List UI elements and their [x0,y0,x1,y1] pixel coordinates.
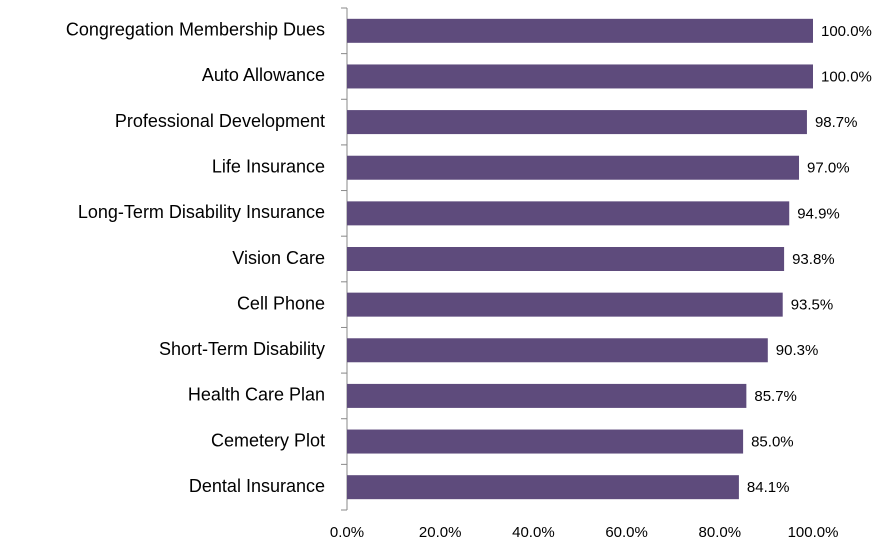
y-tick-label: Auto Allowance [202,65,325,85]
value-label: 97.0% [807,160,850,177]
value-label: 85.0% [751,434,794,451]
bar [347,429,744,454]
y-tick-label: Cemetery Plot [211,430,325,450]
value-label: 100.0% [821,23,872,40]
y-tick-label: Life Insurance [212,156,325,176]
value-label: 90.3% [776,342,819,359]
bar [347,475,739,500]
bar [347,201,790,226]
y-tick-label: Health Care Plan [188,385,325,405]
x-tick-label: 40.0% [512,524,555,541]
x-tick-label: 80.0% [699,524,742,541]
value-label: 84.1% [747,479,790,496]
y-tick-label: Dental Insurance [189,476,325,496]
value-label: 94.9% [797,205,840,222]
value-label: 93.8% [792,251,835,268]
value-label: 98.7% [815,114,858,131]
bar [347,64,813,89]
bar [347,383,747,408]
y-tick-label: Vision Care [232,248,325,268]
y-tick-label: Long-Term Disability Insurance [78,202,325,222]
value-label: 100.0% [821,68,872,85]
y-tick-label: Short-Term Disability [159,339,325,359]
y-tick-label: Professional Development [115,111,325,131]
bar [347,18,813,43]
bar [347,110,807,135]
bar [347,338,768,363]
value-label: 85.7% [754,388,797,405]
x-tick-label: 100.0% [788,524,839,541]
x-tick-label: 0.0% [330,524,364,541]
bar [347,247,785,271]
y-tick-label: Cell Phone [237,293,325,313]
value-label: 93.5% [791,297,834,314]
y-tick-label: Congregation Membership Dues [66,20,325,40]
x-tick-label: 20.0% [419,524,462,541]
x-tick-label: 60.0% [605,524,648,541]
bar [347,292,783,317]
bar [347,155,800,180]
